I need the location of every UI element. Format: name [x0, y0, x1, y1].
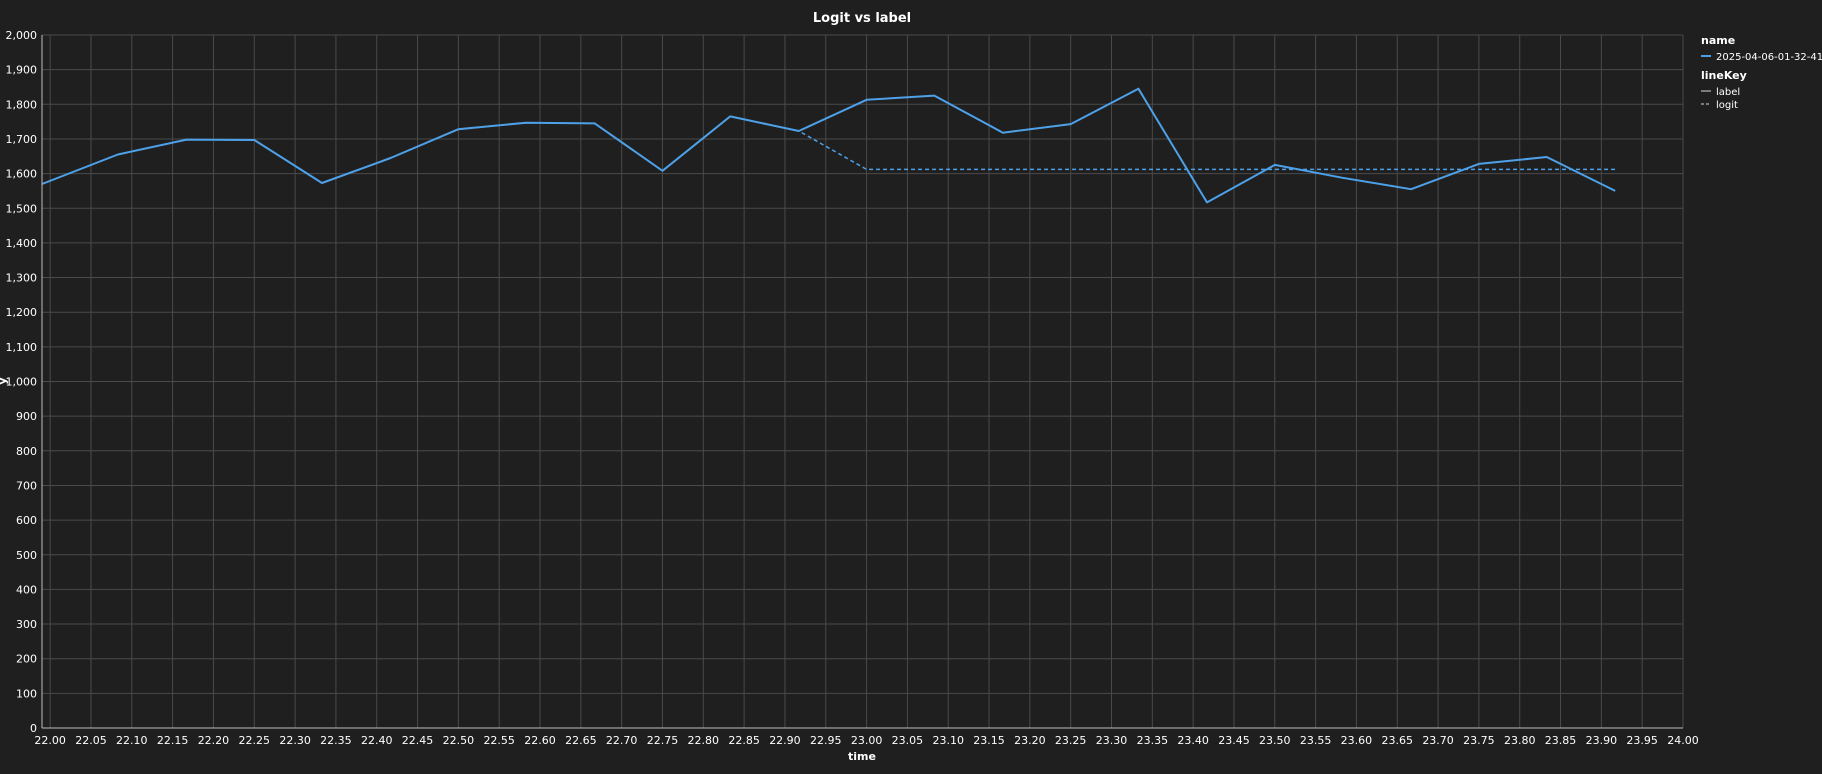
y-tick-label: 1,100 [6, 341, 38, 354]
x-tick-label: 23.20 [1014, 734, 1046, 747]
axes: 0 100 200 300 400 500 600 700 800 900 1,000 1,100 1,… [6, 29, 1699, 747]
y-tick-label: 0 [30, 722, 37, 735]
legend-name-title: name [1701, 34, 1735, 47]
legend-linekey-logit: logit [1716, 100, 1738, 111]
y-tick-label: 200 [16, 653, 37, 666]
x-tick-label: 22.80 [688, 734, 720, 747]
y-tick-label: 1,300 [6, 272, 38, 285]
x-tick-label: 22.65 [565, 734, 597, 747]
y-tick-label: 300 [16, 618, 37, 631]
x-axis-title: time [848, 750, 876, 763]
grid [42, 34, 1684, 729]
x-tick-label: 23.35 [1137, 734, 1169, 747]
x-tick-label: 23.45 [1218, 734, 1250, 747]
y-tick-label: 600 [16, 514, 37, 527]
x-tick-label: 23.50 [1259, 734, 1291, 747]
legend-linekey-title: lineKey [1701, 69, 1747, 82]
x-tick-label: 23.00 [851, 734, 883, 747]
x-tick-label: 22.45 [402, 734, 434, 747]
x-tick-label: 22.20 [198, 734, 230, 747]
x-tick-label: 23.55 [1300, 734, 1332, 747]
x-tick-label: 23.65 [1382, 734, 1414, 747]
x-tick-label: 22.35 [320, 734, 352, 747]
y-tick-label: 1,900 [6, 64, 38, 77]
y-tick-label: 1,800 [6, 98, 38, 111]
x-tick-label: 23.95 [1626, 734, 1658, 747]
y-tick-label: 400 [16, 583, 37, 596]
x-tick-label: 23.15 [973, 734, 1005, 747]
series-line-logit [41, 115, 1616, 185]
x-tick-label: 23.25 [1055, 734, 1087, 747]
x-tick-label: 22.55 [483, 734, 515, 747]
legend-name-entry: 2025-04-06-01-32-41 [1716, 52, 1822, 63]
x-tick-label: 22.00 [34, 734, 66, 747]
y-tick-label: 1,000 [6, 376, 38, 389]
x-tick-label: 23.85 [1545, 734, 1577, 747]
y-axis-title: y [0, 377, 9, 384]
x-tick-label: 23.40 [1177, 734, 1209, 747]
x-tick-label: 22.95 [810, 734, 842, 747]
x-tick-label: 22.15 [157, 734, 189, 747]
x-tick-label: 22.30 [279, 734, 311, 747]
x-tick-label: 23.80 [1504, 734, 1536, 747]
x-tick-label: 22.85 [728, 734, 760, 747]
series-line-label [41, 87, 1616, 204]
x-tick-label: 22.25 [239, 734, 271, 747]
y-tick-label: 1,200 [6, 306, 38, 319]
x-tick-label: 22.70 [606, 734, 638, 747]
x-tick-label: 22.10 [116, 734, 148, 747]
x-tick-label: 22.50 [443, 734, 475, 747]
x-tick-label: 23.05 [892, 734, 924, 747]
x-tick-label: 22.05 [75, 734, 107, 747]
y-tick-label: 2,000 [6, 29, 38, 42]
legend: name 2025-04-06-01-32-41 lineKey label l… [1701, 34, 1822, 111]
x-tick-label: 22.90 [769, 734, 801, 747]
y-tick-label: 900 [16, 410, 37, 423]
chart-title: Logit vs label [813, 11, 911, 26]
y-tick-label: 800 [16, 445, 37, 458]
series-layer [41, 87, 1616, 204]
y-tick-label: 100 [16, 687, 37, 700]
x-tick-label: 23.70 [1422, 734, 1454, 747]
legend-linekey-label: label [1716, 87, 1740, 98]
x-tick-label: 22.60 [524, 734, 556, 747]
x-tick-label: 23.90 [1586, 734, 1618, 747]
x-tick-label: 22.75 [647, 734, 679, 747]
x-tick-label: 23.75 [1463, 734, 1495, 747]
x-tick-label: 23.30 [1096, 734, 1128, 747]
x-tick-label: 23.10 [932, 734, 964, 747]
y-tick-label: 1,600 [6, 168, 38, 181]
y-tick-label: 700 [16, 479, 37, 492]
x-tick-label: 23.60 [1341, 734, 1373, 747]
y-tick-label: 1,700 [6, 133, 38, 146]
y-tick-label: 1,400 [6, 237, 38, 250]
x-tick-label: 22.40 [361, 734, 393, 747]
y-tick-label: 500 [16, 549, 37, 562]
x-tick-label: 24.00 [1667, 734, 1699, 747]
y-tick-label: 1,500 [6, 202, 38, 215]
